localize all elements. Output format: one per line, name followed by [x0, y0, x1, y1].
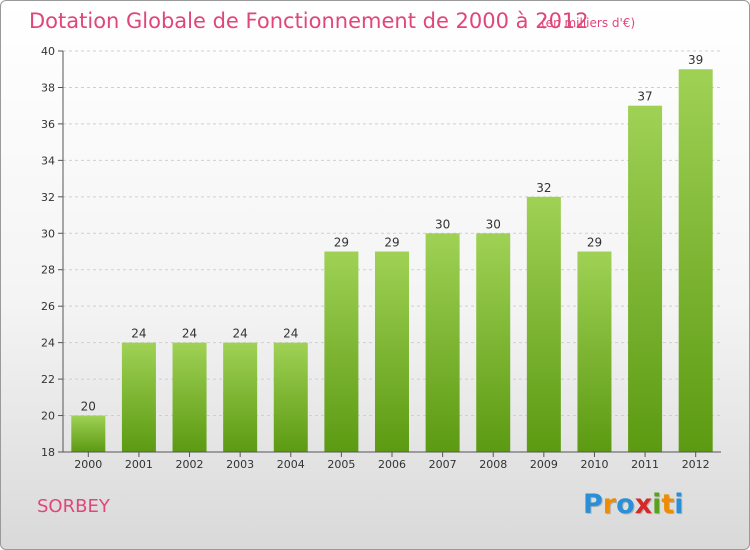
bar-value-label: 24: [131, 327, 146, 341]
bar: [678, 69, 713, 453]
y-tick-label: 38: [41, 81, 55, 94]
chart-title: Dotation Globale de Fonctionnement de 20…: [29, 9, 589, 33]
x-tick-label: 2008: [479, 458, 507, 471]
bar-value-label: 32: [536, 181, 551, 195]
bar: [273, 342, 308, 452]
logo-letter: P: [583, 489, 603, 520]
x-tick-label: 2000: [74, 458, 102, 471]
bar-value-label: 39: [688, 53, 703, 67]
y-tick-label: 36: [41, 118, 55, 131]
x-tick-label: 2004: [277, 458, 305, 471]
y-tick-label: 26: [41, 300, 55, 313]
logo-letter: i: [674, 489, 684, 520]
y-tick-label: 30: [41, 227, 55, 240]
x-tick-label: 2011: [631, 458, 659, 471]
logo-letter: i: [652, 489, 662, 520]
bars: 20 24 24 24 24 29 29 30 30 32 29 37 39: [71, 53, 713, 453]
bar: [375, 251, 409, 452]
proxiti-logo[interactable]: Proxiti: [583, 489, 684, 520]
y-tick-label: 24: [41, 337, 55, 350]
bar: [324, 251, 359, 452]
bar-value-label: 30: [486, 217, 501, 231]
x-tick-label: 2010: [580, 458, 608, 471]
x-tick-label: 2012: [682, 458, 710, 471]
bar-value-label: 20: [81, 400, 96, 414]
axes: 18 20 22 24 26 28 30 32 34 36 38 40 2000 2001 2002 2003…: [41, 45, 721, 471]
logo-letter: t: [661, 489, 675, 520]
bar-value-label: 24: [283, 327, 298, 341]
y-tick-label: 32: [41, 191, 55, 204]
bar: [121, 342, 156, 452]
bar: [577, 251, 612, 452]
logo-letter: x: [634, 489, 653, 520]
x-tick-label: 2006: [378, 458, 406, 471]
logo-letter: o: [616, 489, 635, 520]
y-tick-label: 34: [41, 154, 55, 167]
bar-value-label: 30: [435, 217, 450, 231]
y-tick-label: 28: [41, 264, 55, 277]
x-tick-label: 2005: [327, 458, 355, 471]
bar-value-label: 24: [182, 327, 197, 341]
x-tick-label: 2001: [125, 458, 153, 471]
y-tick-label: 22: [41, 373, 55, 386]
bar-value-label: 29: [334, 236, 349, 250]
x-tick-label: 2007: [429, 458, 457, 471]
x-tick-label: 2009: [530, 458, 558, 471]
bar: [71, 415, 106, 452]
y-tick-label: 18: [41, 446, 55, 459]
bar: [172, 342, 207, 452]
bar-value-label: 29: [587, 236, 602, 250]
bar-value-label: 29: [384, 236, 399, 250]
bar: [628, 105, 663, 452]
commune-name: SORBEY: [37, 496, 110, 517]
x-tick-label: 2003: [226, 458, 254, 471]
bar: [526, 196, 561, 452]
y-tick-label: 40: [41, 45, 55, 58]
x-tick-label: 2002: [176, 458, 204, 471]
logo-letter: r: [602, 489, 617, 520]
bar: [476, 233, 511, 452]
bar-value-label: 24: [233, 327, 248, 341]
y-tick-label: 20: [41, 410, 55, 423]
bar: [425, 233, 460, 452]
bar-value-label: 37: [637, 90, 652, 104]
bar: [223, 342, 258, 452]
chart-subtitle: (en milliers d'€): [541, 16, 636, 30]
